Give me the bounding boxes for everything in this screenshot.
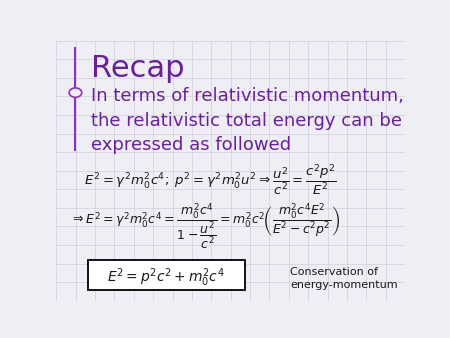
Text: $\Rightarrow E^2 = \gamma^2 m_0^2 c^4 = \dfrac{m_0^2 c^4}{1 - \dfrac{u^2}{c^2}} : $\Rightarrow E^2 = \gamma^2 m_0^2 c^4 = … — [70, 201, 341, 252]
Text: Conservation of
energy-momentum: Conservation of energy-momentum — [290, 267, 397, 290]
Text: Recap: Recap — [91, 54, 184, 82]
Text: $E^2 = p^2 c^2 + m_0^2 c^4$: $E^2 = p^2 c^2 + m_0^2 c^4$ — [107, 266, 225, 289]
FancyBboxPatch shape — [88, 261, 245, 290]
Circle shape — [69, 88, 82, 97]
Text: $E^2 = \gamma^2 m_0^2 c^4;\; p^2 = \gamma^2 m_0^2 u^2 \Rightarrow \dfrac{u^2}{c^: $E^2 = \gamma^2 m_0^2 c^4;\; p^2 = \gamm… — [84, 162, 337, 197]
Text: In terms of relativistic momentum,
the relativistic total energy can be
expresse: In terms of relativistic momentum, the r… — [91, 88, 404, 154]
